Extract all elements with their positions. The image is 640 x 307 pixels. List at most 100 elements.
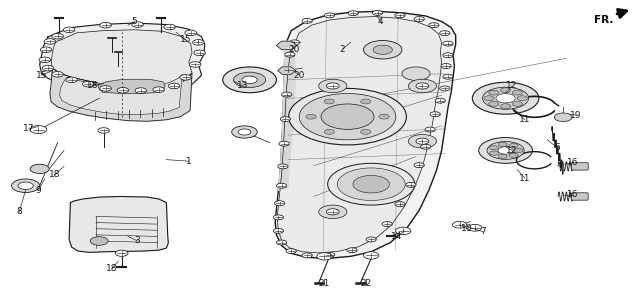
Circle shape — [12, 179, 40, 192]
Text: 21: 21 — [319, 279, 330, 289]
Circle shape — [364, 41, 402, 59]
Text: 5: 5 — [132, 17, 137, 26]
Circle shape — [326, 209, 339, 215]
Text: 14: 14 — [391, 232, 403, 241]
Circle shape — [324, 129, 334, 134]
Text: 9: 9 — [36, 186, 41, 195]
Polygon shape — [60, 74, 182, 115]
Circle shape — [373, 45, 392, 54]
Circle shape — [554, 113, 572, 122]
Text: 15: 15 — [36, 71, 47, 80]
FancyBboxPatch shape — [572, 163, 588, 170]
Circle shape — [364, 252, 379, 259]
Circle shape — [514, 148, 523, 153]
Circle shape — [348, 11, 358, 16]
Circle shape — [168, 83, 180, 89]
Circle shape — [395, 202, 405, 207]
Circle shape — [408, 134, 436, 148]
Circle shape — [361, 129, 371, 134]
Circle shape — [414, 17, 424, 21]
Text: 4: 4 — [378, 17, 383, 26]
Circle shape — [300, 94, 396, 140]
Circle shape — [234, 72, 266, 87]
Polygon shape — [98, 79, 165, 94]
Circle shape — [509, 143, 518, 148]
Circle shape — [52, 72, 63, 77]
Circle shape — [238, 129, 251, 135]
Circle shape — [468, 224, 482, 231]
Circle shape — [489, 90, 499, 95]
Circle shape — [500, 88, 511, 93]
Circle shape — [232, 126, 257, 138]
Circle shape — [396, 227, 411, 235]
Circle shape — [324, 13, 335, 18]
Circle shape — [499, 142, 508, 147]
Circle shape — [193, 40, 204, 45]
Circle shape — [517, 96, 527, 101]
Circle shape — [328, 163, 415, 205]
Polygon shape — [69, 196, 168, 252]
Text: 18: 18 — [106, 264, 118, 273]
Circle shape — [279, 141, 289, 146]
Circle shape — [395, 13, 405, 18]
Circle shape — [429, 23, 439, 28]
Circle shape — [321, 104, 374, 129]
Circle shape — [278, 164, 288, 169]
Circle shape — [153, 87, 164, 92]
Circle shape — [483, 87, 529, 109]
Circle shape — [273, 215, 284, 220]
Circle shape — [66, 77, 77, 83]
Text: 18: 18 — [87, 81, 99, 91]
Circle shape — [443, 74, 453, 79]
Circle shape — [44, 39, 56, 44]
Text: 11: 11 — [519, 115, 531, 124]
Circle shape — [443, 53, 453, 58]
Circle shape — [490, 146, 499, 150]
Circle shape — [440, 31, 450, 36]
Circle shape — [280, 117, 291, 122]
Circle shape — [512, 90, 522, 95]
Circle shape — [443, 41, 453, 46]
Circle shape — [499, 154, 508, 158]
Circle shape — [319, 205, 347, 219]
Circle shape — [420, 144, 431, 149]
Polygon shape — [277, 17, 442, 253]
FancyBboxPatch shape — [572, 193, 588, 200]
Circle shape — [223, 67, 276, 93]
Text: 13: 13 — [237, 81, 249, 91]
Circle shape — [382, 222, 392, 227]
Text: 20: 20 — [294, 71, 305, 80]
Text: 8: 8 — [17, 207, 22, 216]
Circle shape — [275, 201, 285, 206]
Circle shape — [452, 221, 467, 228]
Circle shape — [135, 88, 147, 93]
Circle shape — [441, 64, 451, 68]
Polygon shape — [40, 23, 205, 96]
Text: 19: 19 — [570, 111, 582, 120]
Circle shape — [372, 10, 383, 15]
Text: 3: 3 — [135, 236, 140, 246]
Circle shape — [286, 249, 296, 254]
Circle shape — [512, 101, 522, 106]
Text: 12: 12 — [506, 146, 518, 155]
Text: 16: 16 — [567, 158, 579, 167]
Text: 18: 18 — [49, 170, 60, 180]
Circle shape — [366, 237, 376, 242]
Circle shape — [324, 99, 334, 104]
Circle shape — [30, 126, 47, 134]
Text: 11: 11 — [519, 173, 531, 183]
Circle shape — [353, 175, 390, 193]
Circle shape — [40, 47, 52, 52]
Circle shape — [100, 22, 111, 28]
Circle shape — [39, 57, 51, 63]
Circle shape — [487, 142, 524, 159]
Circle shape — [472, 82, 539, 114]
Circle shape — [282, 92, 292, 97]
Circle shape — [52, 33, 63, 39]
Circle shape — [276, 240, 287, 245]
Circle shape — [185, 30, 196, 36]
Circle shape — [500, 104, 511, 109]
Polygon shape — [278, 46, 296, 190]
Text: 6: 6 — [554, 143, 559, 152]
Circle shape — [337, 168, 405, 200]
